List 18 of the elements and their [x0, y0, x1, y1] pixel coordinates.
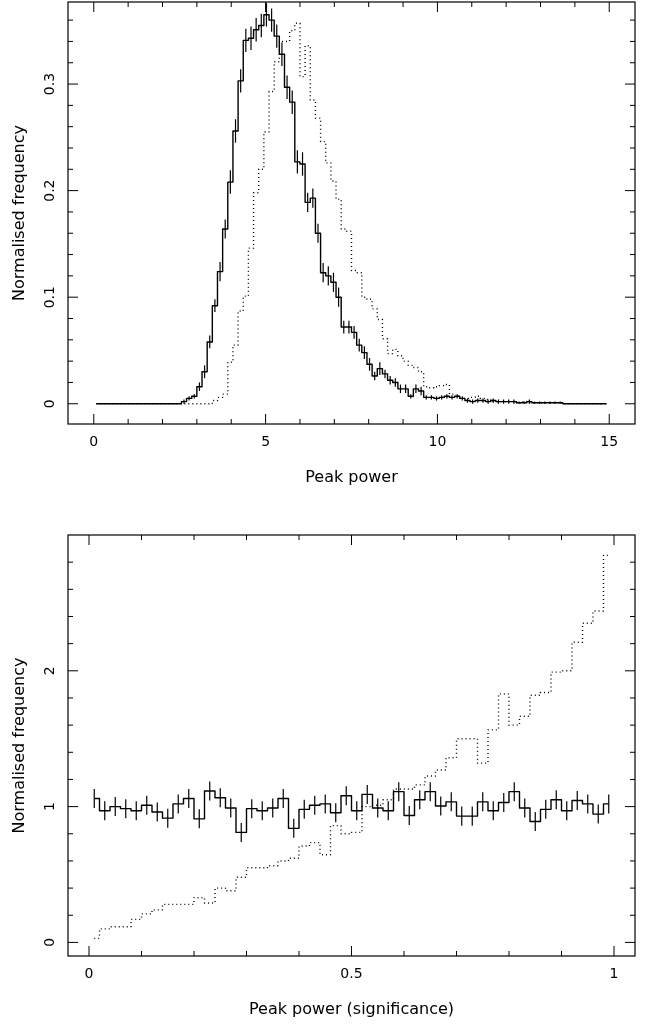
y-tick-label: 2: [41, 666, 57, 676]
x-tick-label: 10: [428, 433, 447, 449]
x-tick-label: 0: [89, 433, 99, 449]
x-axis-title: Peak power (significance): [248, 999, 455, 1018]
y-tick-label: 0.1: [41, 286, 57, 309]
y-tick-label: 0: [41, 937, 57, 947]
y-tick-label: 0: [41, 399, 57, 409]
x-tick-label: 5: [261, 433, 271, 449]
x-tick-label: 0: [84, 965, 94, 981]
x-tick-label: 1: [609, 965, 619, 981]
x-tick-label: 0.5: [340, 965, 363, 981]
x-tick-label: 15: [600, 433, 619, 449]
y-tick-label: 0.3: [41, 72, 57, 96]
y-tick-label: 1: [41, 802, 57, 812]
y-axis-title: Normalised frequency: [9, 657, 28, 834]
y-axis-title: Normalised frequency: [9, 124, 28, 302]
x-axis-title: Peak power: [305, 467, 399, 486]
y-tick-label: 0.2: [41, 179, 57, 202]
